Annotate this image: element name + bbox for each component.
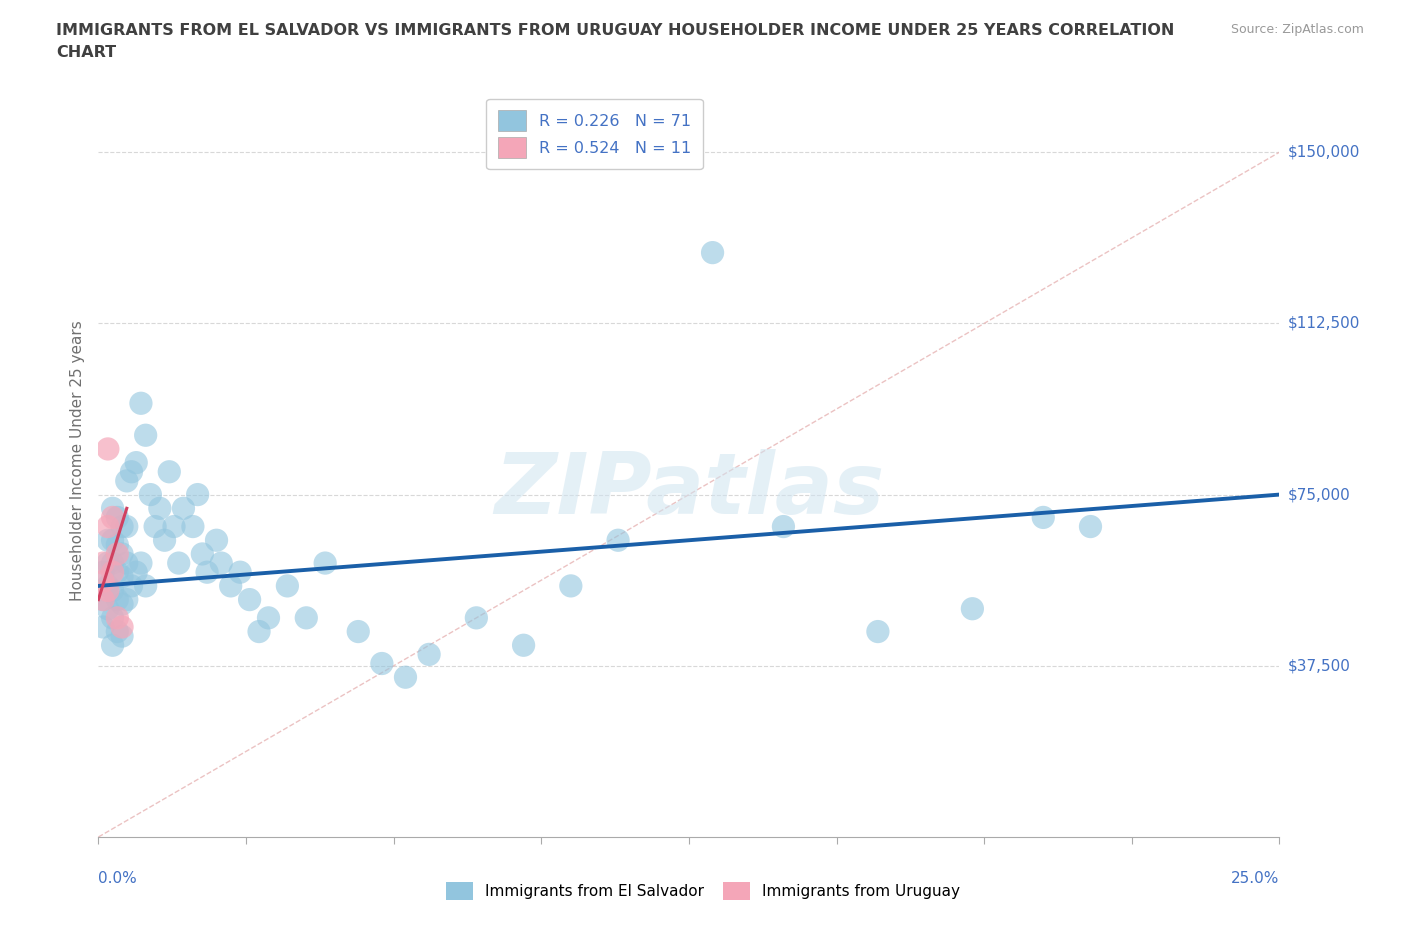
Point: [247, 624, 270, 639]
Point: [866, 624, 889, 639]
Text: 0.0%: 0.0%: [98, 870, 138, 886]
Point: [115, 592, 138, 607]
Point: [121, 464, 143, 479]
Point: [181, 519, 204, 534]
Point: [105, 592, 128, 607]
Point: [91, 555, 114, 570]
Point: [135, 578, 157, 593]
Point: [560, 578, 582, 593]
Point: [191, 547, 214, 562]
Point: [101, 610, 124, 625]
Point: [172, 501, 194, 516]
Point: [97, 578, 120, 593]
Point: [105, 538, 128, 552]
Point: [418, 647, 440, 662]
Point: [111, 547, 134, 562]
Point: [91, 619, 114, 634]
Text: ZIPatlas: ZIPatlas: [494, 449, 884, 532]
Point: [276, 578, 298, 593]
Point: [219, 578, 242, 593]
Point: [512, 638, 534, 653]
Text: CHART: CHART: [56, 45, 117, 60]
Point: [105, 510, 128, 525]
Text: $112,500: $112,500: [1288, 316, 1360, 331]
Point: [121, 578, 143, 593]
Point: [153, 533, 176, 548]
Point: [314, 555, 336, 570]
Point: [97, 533, 120, 548]
Point: [111, 569, 134, 584]
Point: [371, 656, 394, 671]
Point: [115, 555, 138, 570]
Point: [111, 629, 134, 644]
Point: [1080, 519, 1102, 534]
Point: [105, 610, 128, 625]
Point: [101, 638, 124, 653]
Point: [125, 455, 148, 470]
Y-axis label: Householder Income Under 25 years: Householder Income Under 25 years: [70, 320, 86, 601]
Point: [91, 592, 114, 607]
Point: [111, 519, 134, 534]
Text: $150,000: $150,000: [1288, 145, 1360, 160]
Text: $37,500: $37,500: [1288, 658, 1351, 673]
Point: [105, 547, 128, 562]
Point: [239, 592, 262, 607]
Point: [111, 619, 134, 634]
Point: [195, 565, 218, 579]
Point: [157, 464, 180, 479]
Point: [111, 597, 134, 612]
Legend: R = 0.226   N = 71, R = 0.524   N = 11: R = 0.226 N = 71, R = 0.524 N = 11: [486, 100, 703, 169]
Point: [702, 246, 724, 260]
Point: [105, 565, 128, 579]
Point: [229, 565, 252, 579]
Point: [97, 555, 120, 570]
Point: [91, 565, 114, 579]
Text: 25.0%: 25.0%: [1232, 870, 1279, 886]
Point: [257, 610, 280, 625]
Point: [772, 519, 794, 534]
Point: [115, 519, 138, 534]
Point: [465, 610, 488, 625]
Point: [101, 583, 124, 598]
Point: [105, 624, 128, 639]
Point: [101, 501, 124, 516]
Point: [97, 519, 120, 534]
Point: [295, 610, 318, 625]
Point: [101, 555, 124, 570]
Text: Source: ZipAtlas.com: Source: ZipAtlas.com: [1230, 23, 1364, 36]
Point: [163, 519, 186, 534]
Point: [135, 428, 157, 443]
Point: [139, 487, 162, 502]
Point: [91, 592, 114, 607]
Point: [607, 533, 630, 548]
Point: [205, 533, 228, 548]
Legend: Immigrants from El Salvador, Immigrants from Uruguay: Immigrants from El Salvador, Immigrants …: [440, 876, 966, 906]
Point: [129, 555, 152, 570]
Point: [91, 574, 114, 589]
Point: [347, 624, 370, 639]
Point: [97, 583, 120, 598]
Point: [187, 487, 209, 502]
Text: $75,000: $75,000: [1288, 487, 1351, 502]
Point: [101, 533, 124, 548]
Point: [97, 602, 120, 617]
Point: [1032, 510, 1054, 525]
Point: [125, 565, 148, 579]
Point: [962, 602, 984, 617]
Point: [115, 473, 138, 488]
Point: [167, 555, 190, 570]
Point: [394, 670, 416, 684]
Text: IMMIGRANTS FROM EL SALVADOR VS IMMIGRANTS FROM URUGUAY HOUSEHOLDER INCOME UNDER : IMMIGRANTS FROM EL SALVADOR VS IMMIGRANT…: [56, 23, 1174, 38]
Point: [97, 442, 120, 457]
Point: [209, 555, 232, 570]
Point: [143, 519, 166, 534]
Point: [129, 396, 152, 411]
Point: [101, 565, 124, 579]
Point: [149, 501, 172, 516]
Point: [101, 510, 124, 525]
